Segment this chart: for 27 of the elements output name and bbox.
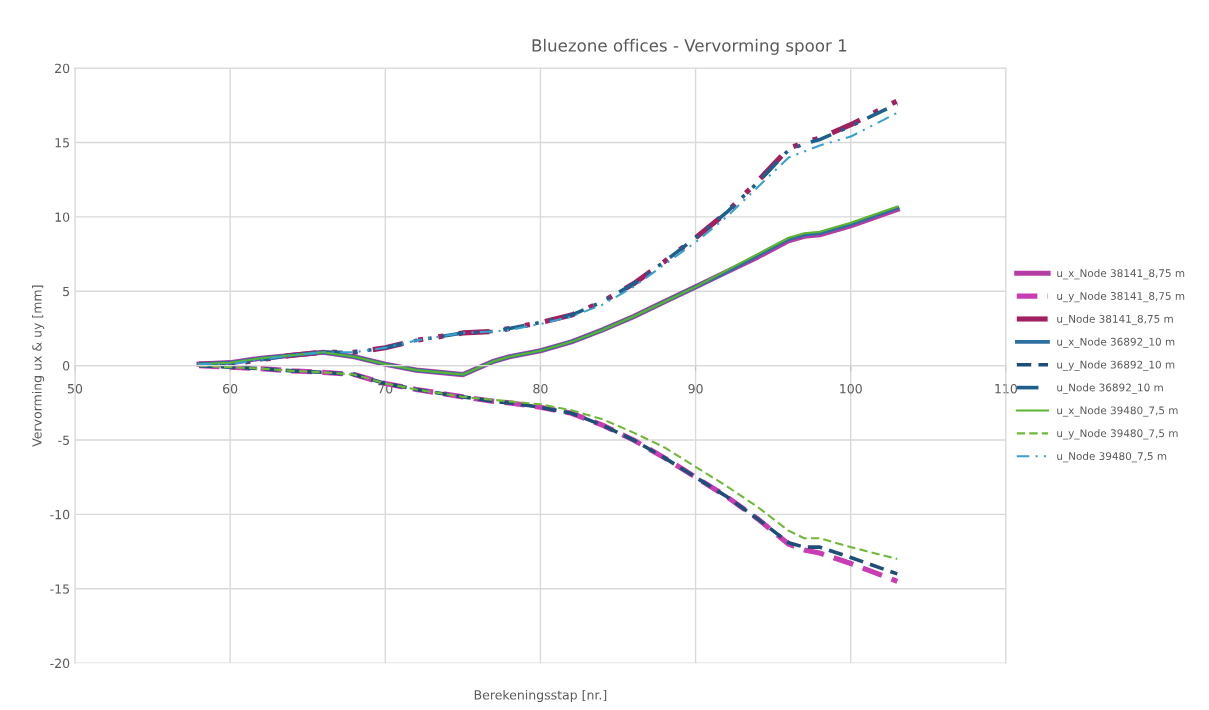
y-tick-label: -20	[50, 658, 70, 669]
x-tick-label: 50	[67, 383, 83, 394]
y-axis-title: Vervorming ux & uy [mm]	[32, 285, 45, 447]
x-tick-label: 110	[995, 383, 1017, 394]
legend-label: u_y_Node 36892_10 m	[1057, 360, 1175, 371]
legend-label: u_x_Node 36892_10 m	[1057, 337, 1175, 348]
x-tick-label: 90	[688, 383, 703, 394]
x-tick-label: 60	[223, 383, 238, 394]
y-tick-label: -15	[50, 584, 70, 594]
y-tick-label: 20	[55, 63, 70, 74]
chart-title: Bluezone offices - Vervorming spoor 1	[532, 38, 847, 55]
y-tick-label: -10	[50, 509, 70, 520]
legend-label: u_y_Node 38141_8,75 m	[1057, 291, 1185, 303]
y-tick-label: -5	[58, 435, 70, 445]
legend-label: u_Node 36892_10 m	[1057, 383, 1163, 394]
x-tick-label: 100	[840, 383, 862, 394]
legend-label: u_x_Node 39480_7,5 m	[1057, 406, 1178, 417]
legend-label: u_Node 39480_7,5 m	[1057, 451, 1167, 463]
y-tick-label: 15	[55, 138, 69, 148]
legend-label: u_x_Node 38141_8,75 m	[1057, 268, 1185, 280]
x-tick-label: 80	[533, 383, 548, 394]
legend-label: u_y_Node 39480_7,5 m	[1057, 429, 1178, 440]
legend-label: u_Node 38141_8,75 m	[1057, 314, 1173, 326]
y-tick-label: 10	[55, 212, 70, 222]
x-axis-title: Berekeningsstap [nr.]	[474, 689, 607, 703]
y-tick-label: 5	[63, 286, 70, 297]
y-tick-label: 0	[62, 361, 70, 371]
